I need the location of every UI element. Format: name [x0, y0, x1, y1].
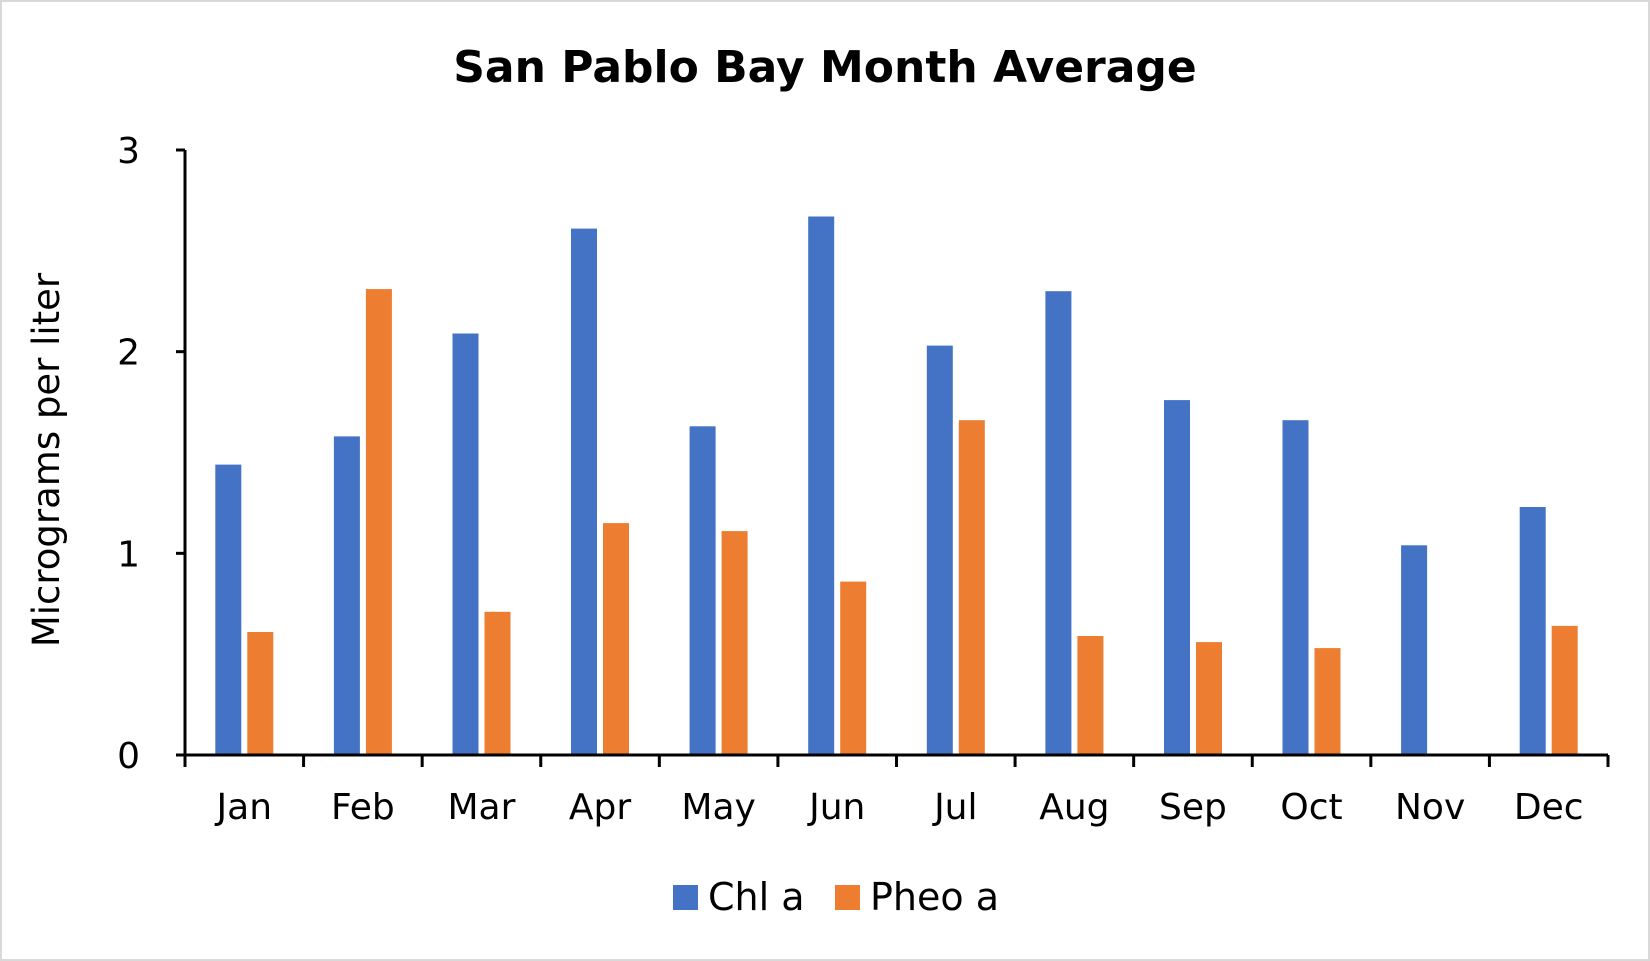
bar-chl-a-oct	[1282, 420, 1309, 755]
x-tick-label: Sep	[1159, 787, 1227, 828]
x-tick-label: Nov	[1395, 787, 1465, 828]
legend-item-chl-a: Chl a	[673, 875, 805, 919]
bar-chl-a-apr	[571, 228, 597, 756]
legend-item-pheo-a: Pheo a	[835, 875, 999, 919]
bar-pheo-a-may	[721, 531, 748, 755]
legend-label: Chl a	[708, 875, 805, 919]
bar-pheo-a-sep	[1196, 642, 1222, 755]
x-tick-label: Dec	[1514, 787, 1584, 828]
plot-area: 0 1 2 3 Jan Feb Mar Apr May Jun Jul Aug Sep Oct Nov Dec	[117, 131, 1610, 828]
bar-pheo-a-feb	[365, 289, 392, 755]
x-tick-label: Feb	[331, 787, 395, 828]
x-tick-label: Apr	[569, 787, 631, 828]
bar-pheo-a-aug	[1077, 636, 1104, 755]
bar-chl-a-jun	[808, 216, 835, 755]
bar-pheo-a-oct	[1314, 648, 1341, 755]
x-tick-label: Jul	[932, 787, 977, 828]
x-tick-label: Jun	[807, 787, 865, 828]
x-tick-label: May	[681, 787, 755, 828]
bar-pheo-a-mar	[484, 611, 511, 755]
x-tick-label: Oct	[1280, 787, 1342, 828]
bar-pheo-a-dec	[1551, 625, 1578, 755]
y-axis-label: Micrograms per liter	[25, 272, 68, 647]
bar-chl-a-feb	[333, 436, 360, 755]
x-tick-label: Jan	[215, 787, 273, 828]
bar-chl-a-dec	[1519, 507, 1546, 755]
legend-label: Pheo a	[870, 875, 999, 919]
legend-swatch	[673, 885, 698, 910]
bar-pheo-a-apr	[603, 523, 629, 755]
y-tick-label: 1	[117, 534, 140, 575]
bar-chl-a-jan	[215, 464, 242, 755]
y-tick-label: 0	[117, 736, 140, 777]
bar-chl-a-mar	[452, 333, 479, 755]
x-tick-label: Aug	[1039, 787, 1109, 828]
legend: Chl a Pheo a	[673, 875, 999, 919]
chart-title: San Pablo Bay Month Average	[453, 42, 1197, 93]
bar-pheo-a-jun	[840, 581, 867, 755]
legend-swatch	[835, 885, 860, 910]
bar-chl-a-aug	[1045, 291, 1072, 755]
x-tick-label: Mar	[447, 787, 515, 828]
bar-pheo-a-jul	[958, 420, 985, 755]
bar-chl-a-sep	[1164, 400, 1190, 755]
bar-chl-a-jul	[926, 345, 953, 755]
y-tick-label: 2	[117, 333, 140, 374]
y-tick-label: 3	[117, 131, 140, 172]
bar-chl-a-may	[689, 426, 716, 755]
bar-chl-a-nov	[1401, 545, 1428, 755]
bar-pheo-a-jan	[247, 632, 274, 755]
